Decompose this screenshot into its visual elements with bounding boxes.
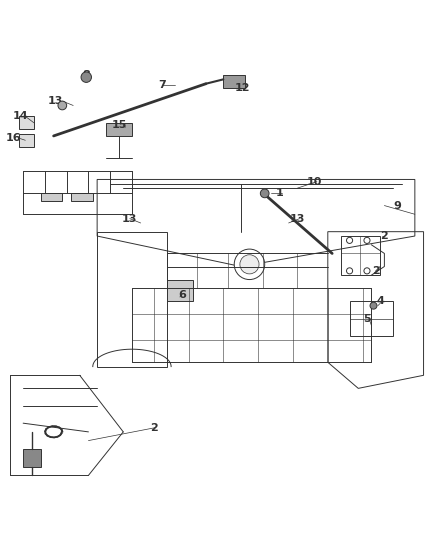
Text: 15: 15 <box>111 120 127 130</box>
Polygon shape <box>167 279 193 301</box>
Polygon shape <box>23 449 41 467</box>
Text: 12: 12 <box>235 83 251 93</box>
Text: 7: 7 <box>159 79 166 90</box>
Text: 10: 10 <box>307 176 322 187</box>
Text: 13: 13 <box>122 214 138 224</box>
Polygon shape <box>41 192 62 201</box>
Text: 1: 1 <box>276 188 284 198</box>
Text: 14: 14 <box>13 111 29 122</box>
Polygon shape <box>106 123 132 136</box>
Polygon shape <box>19 116 34 130</box>
Circle shape <box>364 237 370 244</box>
Polygon shape <box>19 134 34 147</box>
Text: 16: 16 <box>6 133 21 143</box>
Text: 13: 13 <box>48 96 64 106</box>
Text: 2: 2 <box>381 231 388 241</box>
Circle shape <box>370 302 377 309</box>
Circle shape <box>260 189 269 198</box>
Polygon shape <box>71 192 93 201</box>
Text: 4: 4 <box>376 296 384 306</box>
Circle shape <box>240 255 259 274</box>
Text: 8: 8 <box>82 70 90 80</box>
Circle shape <box>81 72 92 83</box>
Circle shape <box>346 268 353 274</box>
Circle shape <box>234 249 265 279</box>
Text: 2: 2 <box>150 423 158 433</box>
Circle shape <box>346 237 353 244</box>
Text: 13: 13 <box>290 214 305 224</box>
Circle shape <box>58 101 67 110</box>
Polygon shape <box>223 75 245 88</box>
Text: 6: 6 <box>178 290 186 300</box>
Text: 9: 9 <box>393 200 401 211</box>
Text: 2: 2 <box>372 266 380 276</box>
Text: 5: 5 <box>363 314 371 324</box>
Circle shape <box>364 268 370 274</box>
